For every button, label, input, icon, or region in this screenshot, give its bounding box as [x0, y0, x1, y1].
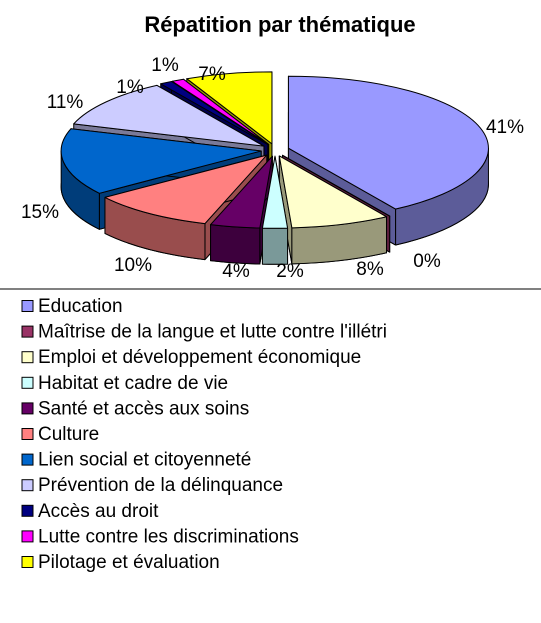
legend-swatch — [21, 300, 34, 312]
legend-label: Santé et accès aux soins — [38, 398, 249, 419]
slice-top — [278, 155, 387, 229]
data-label: 15% — [21, 202, 59, 223]
slice-top — [261, 155, 289, 229]
slice-wall — [261, 227, 289, 265]
slice — [278, 155, 387, 265]
legend-swatch — [21, 479, 34, 492]
legend-swatch — [21, 402, 34, 415]
data-label: 10% — [114, 255, 152, 276]
data-label: 7% — [198, 64, 226, 85]
legend-swatch — [21, 351, 34, 364]
slice-top — [186, 71, 273, 145]
data-label: 41% — [486, 117, 524, 138]
slice-top — [160, 80, 269, 146]
legend-label: Accès au droit — [38, 501, 159, 522]
slice-top — [210, 155, 273, 229]
slice-top — [282, 154, 391, 217]
data-label: 8% — [356, 259, 384, 280]
legend-swatch — [21, 453, 34, 466]
slice-top — [104, 154, 268, 225]
slice-top — [73, 84, 265, 147]
data-label: 1% — [116, 77, 144, 98]
legend-label: Education — [38, 296, 123, 317]
legend-swatch — [21, 428, 34, 440]
pie — [60, 71, 489, 265]
slice — [261, 155, 289, 265]
legend-label: Maîtrise de la langue et lutte contre l'… — [38, 322, 387, 343]
slice — [210, 155, 273, 265]
legend-label: Habitat et cadre de vie — [38, 373, 228, 394]
data-label: 2% — [276, 261, 304, 282]
legend-swatch — [21, 504, 34, 517]
legend-swatch — [21, 530, 34, 543]
slice-top — [287, 75, 489, 210]
legend-label: Emploi et développement économique — [38, 347, 361, 368]
legend-label: Lutte contre les discriminations — [38, 526, 299, 547]
legend-label: Culture — [38, 424, 99, 445]
data-label: 4% — [222, 261, 250, 282]
slice-wall — [210, 224, 261, 265]
legend-label: Pilotage et évaluation — [38, 552, 220, 573]
data-label: 0% — [413, 251, 441, 272]
legend-swatch — [21, 556, 34, 568]
legend-label: Lien social et citoyenneté — [38, 450, 251, 471]
data-label: 1% — [151, 55, 179, 76]
legend-label: Prévention de la délinquance — [38, 475, 283, 496]
slice-top — [60, 128, 262, 194]
chart-title: Répatition par thématique — [144, 12, 415, 37]
slice-top — [171, 78, 270, 145]
legend-swatch — [21, 376, 34, 389]
legend-swatch — [21, 325, 34, 338]
data-label: 11% — [47, 92, 84, 113]
